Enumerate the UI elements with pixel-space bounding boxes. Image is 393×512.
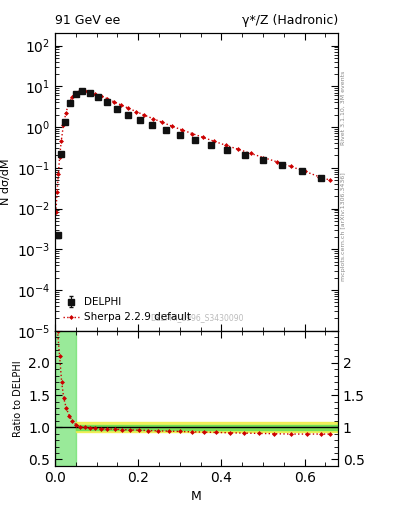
- Sherpa 2.2.9 default: [57, 154, 62, 160]
- Y-axis label: Ratio to DELPHI: Ratio to DELPHI: [13, 360, 23, 437]
- Text: γ*/Z (Hadronic): γ*/Z (Hadronic): [242, 14, 338, 27]
- Sherpa 2.2.9 default: [105, 95, 109, 101]
- Sherpa 2.2.9 default: [59, 138, 64, 144]
- Sherpa 2.2.9 default: [118, 102, 123, 108]
- Text: 91 GeV ee: 91 GeV ee: [55, 14, 120, 27]
- Sherpa 2.2.9 default: [274, 159, 279, 165]
- Sherpa 2.2.9 default: [78, 88, 83, 94]
- Sherpa 2.2.9 default: [55, 189, 59, 196]
- Sherpa 2.2.9 default: [160, 119, 165, 125]
- Sherpa 2.2.9 default: [64, 110, 68, 116]
- Sherpa 2.2.9 default: [134, 109, 138, 115]
- Sherpa 2.2.9 default: [190, 131, 195, 137]
- X-axis label: M: M: [191, 490, 202, 503]
- Sherpa 2.2.9 default: [302, 168, 307, 175]
- Sherpa 2.2.9 default: [53, 209, 58, 216]
- Sherpa 2.2.9 default: [93, 91, 97, 97]
- Sherpa 2.2.9 default: [73, 90, 78, 96]
- Sherpa 2.2.9 default: [70, 94, 74, 100]
- Sherpa 2.2.9 default: [142, 112, 147, 118]
- Sherpa 2.2.9 default: [111, 98, 116, 104]
- Sherpa 2.2.9 default: [317, 174, 321, 180]
- Sherpa 2.2.9 default: [224, 142, 228, 148]
- Sherpa 2.2.9 default: [56, 171, 61, 177]
- Sherpa 2.2.9 default: [170, 123, 174, 129]
- Sherpa 2.2.9 default: [87, 89, 92, 95]
- Text: Rivet 3.1.10, 3M events: Rivet 3.1.10, 3M events: [341, 71, 346, 145]
- Text: mcplots.cern.ch [arXiv:1306.3436]: mcplots.cern.ch [arXiv:1306.3436]: [341, 172, 346, 281]
- Sherpa 2.2.9 default: [261, 155, 266, 161]
- Sherpa 2.2.9 default: [180, 127, 184, 133]
- Sherpa 2.2.9 default: [82, 88, 87, 94]
- Y-axis label: N dσ/dM: N dσ/dM: [1, 159, 11, 205]
- Legend: DELPHI, Sherpa 2.2.9 default: DELPHI, Sherpa 2.2.9 default: [60, 294, 194, 326]
- Sherpa 2.2.9 default: [212, 138, 217, 144]
- Sherpa 2.2.9 default: [98, 93, 103, 99]
- Sherpa 2.2.9 default: [288, 163, 293, 169]
- Sherpa 2.2.9 default: [248, 151, 253, 157]
- Sherpa 2.2.9 default: [201, 134, 206, 140]
- Sherpa 2.2.9 default: [151, 116, 156, 122]
- Bar: [55, 331, 76, 466]
- Sherpa 2.2.9 default: [66, 100, 71, 106]
- Sherpa 2.2.9 default: [126, 105, 130, 111]
- Sherpa 2.2.9 default: [327, 177, 332, 183]
- Line: Sherpa 2.2.9 default: Sherpa 2.2.9 default: [54, 89, 331, 214]
- Sherpa 2.2.9 default: [61, 122, 66, 129]
- Sherpa 2.2.9 default: [236, 146, 241, 152]
- Text: DELPHI_1996_S3430090: DELPHI_1996_S3430090: [150, 313, 243, 322]
